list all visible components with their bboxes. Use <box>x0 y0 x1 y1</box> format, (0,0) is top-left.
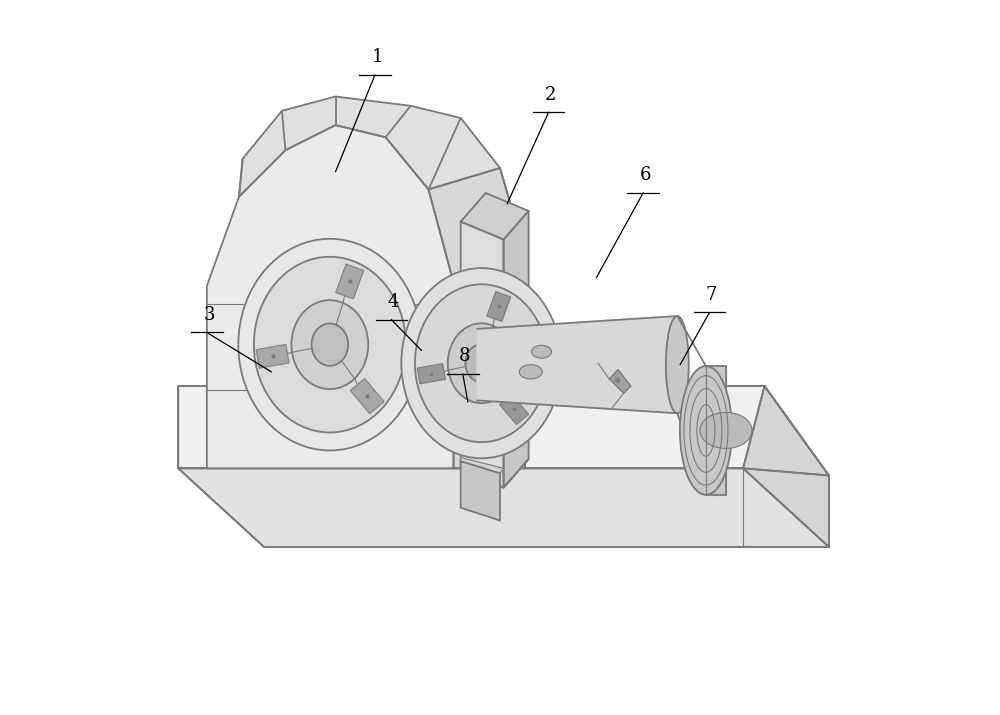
Text: 7: 7 <box>706 286 717 304</box>
Polygon shape <box>477 316 677 413</box>
Polygon shape <box>743 386 829 547</box>
Text: 1: 1 <box>371 49 383 66</box>
Polygon shape <box>350 379 384 413</box>
Ellipse shape <box>291 300 368 389</box>
Polygon shape <box>178 468 829 547</box>
Polygon shape <box>461 461 500 521</box>
Ellipse shape <box>465 344 497 383</box>
Polygon shape <box>487 292 511 321</box>
Ellipse shape <box>531 345 551 358</box>
Ellipse shape <box>401 268 561 458</box>
Polygon shape <box>504 211 529 488</box>
Polygon shape <box>500 395 528 425</box>
Polygon shape <box>239 97 500 197</box>
Ellipse shape <box>519 365 542 379</box>
Ellipse shape <box>700 413 752 448</box>
Polygon shape <box>609 370 631 393</box>
Text: 6: 6 <box>639 167 651 184</box>
Polygon shape <box>256 345 289 368</box>
Polygon shape <box>428 168 525 468</box>
Ellipse shape <box>254 257 406 433</box>
Polygon shape <box>461 222 504 488</box>
Polygon shape <box>178 386 829 475</box>
Polygon shape <box>461 458 504 473</box>
Ellipse shape <box>680 366 732 495</box>
Polygon shape <box>207 125 454 468</box>
Polygon shape <box>417 364 445 384</box>
Polygon shape <box>336 265 364 299</box>
Text: 8: 8 <box>459 347 471 365</box>
Text: 2: 2 <box>545 86 556 104</box>
Ellipse shape <box>666 316 689 413</box>
Text: 3: 3 <box>203 306 215 324</box>
Polygon shape <box>706 366 726 495</box>
Ellipse shape <box>238 239 421 450</box>
Ellipse shape <box>415 285 548 442</box>
Ellipse shape <box>312 323 348 366</box>
Text: 4: 4 <box>388 293 399 311</box>
Ellipse shape <box>448 323 515 403</box>
Polygon shape <box>461 193 529 240</box>
